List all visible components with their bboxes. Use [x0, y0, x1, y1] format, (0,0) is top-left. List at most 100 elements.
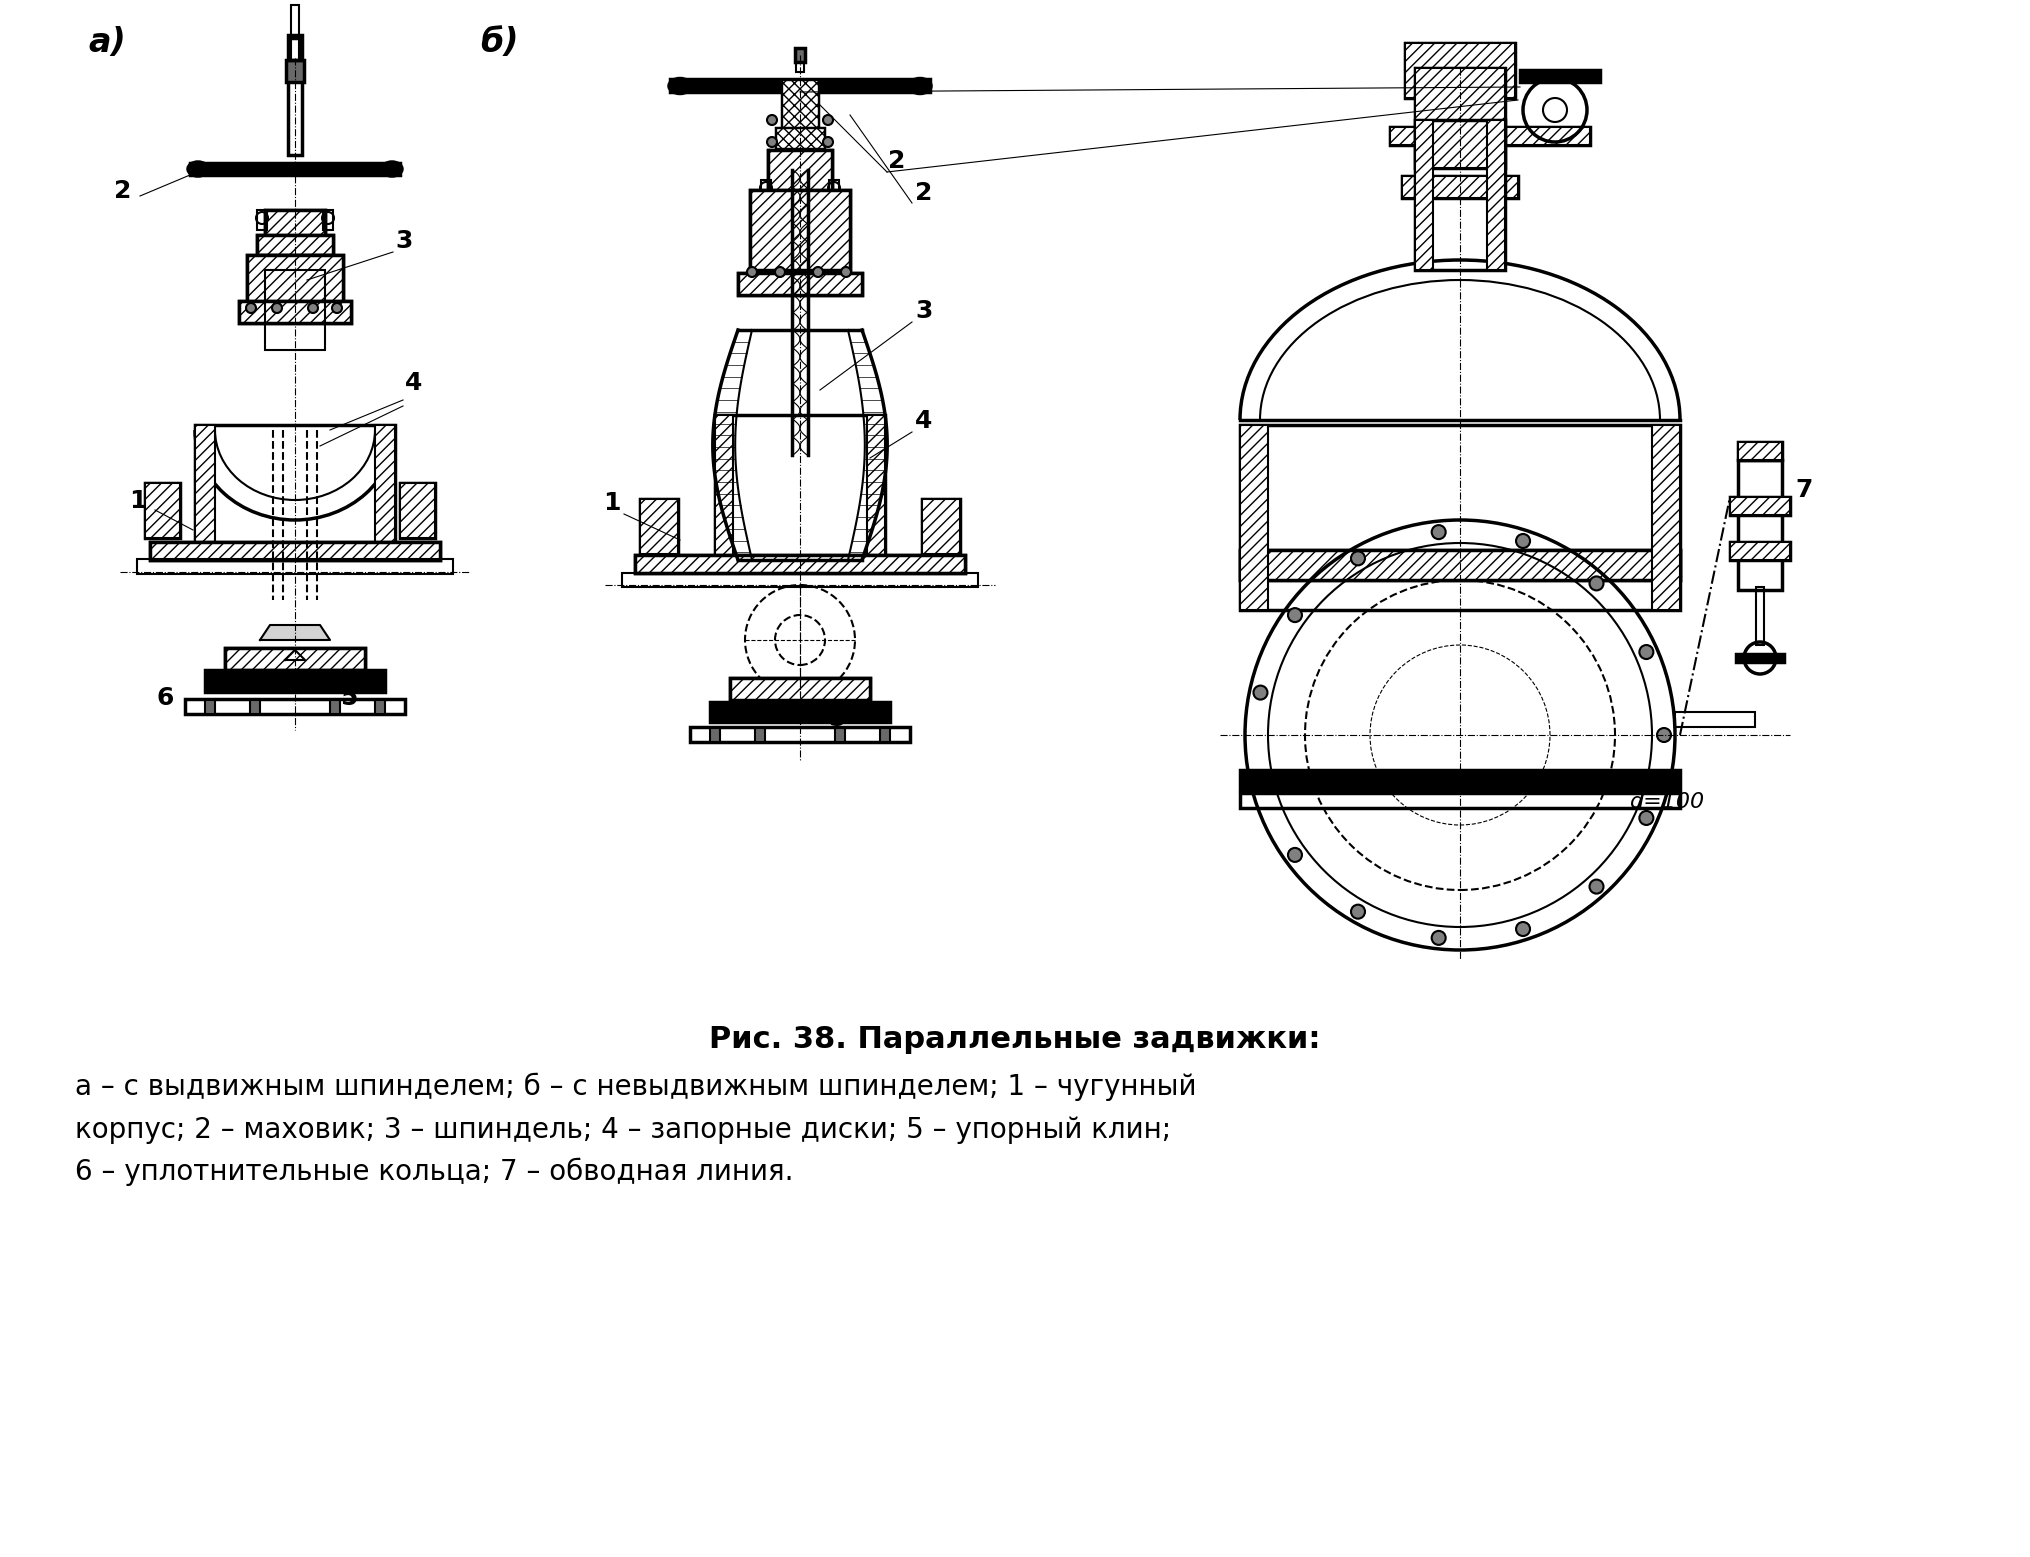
Text: а): а) [87, 26, 126, 59]
Ellipse shape [909, 78, 932, 93]
Ellipse shape [382, 162, 402, 176]
Bar [150, 542, 441, 561]
Bar [185, 699, 406, 715]
Bar [144, 483, 181, 539]
Bar [205, 701, 215, 715]
Circle shape [1352, 905, 1364, 919]
Bar [225, 648, 365, 670]
Bar [715, 416, 885, 561]
Circle shape [840, 266, 851, 277]
Circle shape [822, 115, 832, 125]
Text: 2: 2 [916, 181, 932, 206]
Bar [1756, 587, 1764, 645]
Bar [248, 255, 343, 305]
Bar [1520, 70, 1600, 83]
Polygon shape [260, 624, 331, 640]
Bar [749, 190, 851, 269]
Bar [150, 542, 441, 561]
Bar [796, 48, 806, 62]
Circle shape [767, 115, 777, 125]
Bar [749, 190, 851, 269]
Bar [761, 181, 771, 198]
Bar [1391, 128, 1589, 145]
Bar [715, 416, 733, 561]
Bar [767, 149, 832, 195]
Text: Рис. 38. Параллельные задвижки:: Рис. 38. Параллельные задвижки: [708, 1025, 1322, 1054]
Bar [136, 559, 453, 575]
Bar [731, 677, 871, 701]
Bar [1415, 69, 1504, 168]
Bar [240, 301, 351, 322]
Text: 5: 5 [828, 707, 844, 730]
Text: б): б) [479, 26, 518, 59]
Bar [288, 37, 300, 61]
Circle shape [822, 137, 832, 146]
Bar [331, 701, 339, 715]
Bar [1240, 550, 1681, 581]
Bar [1488, 120, 1504, 269]
Bar [759, 195, 840, 215]
Bar [323, 210, 333, 230]
Bar [639, 498, 678, 554]
Circle shape [1640, 811, 1652, 825]
Circle shape [246, 304, 256, 313]
Circle shape [1431, 931, 1445, 945]
Text: 2: 2 [887, 149, 905, 173]
Circle shape [1640, 645, 1652, 659]
Bar [834, 729, 844, 743]
Bar [400, 483, 434, 539]
Bar [191, 163, 400, 174]
Bar [828, 181, 838, 198]
Bar [266, 269, 325, 350]
Circle shape [1352, 551, 1364, 565]
Text: 6 – уплотнительные кольца; 7 – обводная линия.: 6 – уплотнительные кольца; 7 – обводная … [75, 1157, 794, 1186]
Bar [266, 210, 325, 240]
Text: 5: 5 [339, 687, 357, 710]
Bar [759, 195, 840, 215]
Bar [739, 272, 863, 294]
Bar [258, 235, 333, 255]
Ellipse shape [670, 78, 690, 93]
Bar [286, 61, 304, 83]
Bar [922, 498, 960, 554]
Text: 4: 4 [406, 371, 422, 395]
Bar [731, 677, 871, 701]
Bar [1738, 442, 1782, 459]
Bar [755, 729, 765, 743]
Bar [1405, 44, 1514, 98]
Bar [710, 702, 889, 722]
Circle shape [1589, 576, 1604, 590]
Bar [867, 416, 885, 561]
Bar [1405, 44, 1514, 98]
Circle shape [309, 304, 319, 313]
Bar [205, 670, 386, 691]
Ellipse shape [189, 162, 207, 176]
Bar [1415, 120, 1433, 269]
Bar [775, 128, 824, 148]
Circle shape [1516, 922, 1531, 936]
Text: 1: 1 [603, 490, 621, 515]
Bar [1738, 459, 1782, 590]
Text: 1: 1 [130, 489, 146, 512]
Bar [1730, 497, 1790, 515]
Bar [922, 498, 960, 554]
Text: 4: 4 [916, 409, 932, 433]
Circle shape [1589, 880, 1604, 894]
Bar [240, 301, 351, 322]
Bar [796, 51, 804, 72]
Text: 3: 3 [916, 299, 932, 322]
Text: 7: 7 [1795, 478, 1813, 501]
Circle shape [272, 304, 282, 313]
Bar [767, 149, 832, 195]
Circle shape [333, 304, 341, 313]
Circle shape [775, 266, 786, 277]
Text: 6: 6 [156, 687, 175, 710]
Bar [1736, 654, 1784, 662]
Text: а – с выдвижным шпинделем; б – с невыдвижным шпинделем; 1 – чугунный: а – с выдвижным шпинделем; б – с невыдви… [75, 1073, 1196, 1101]
Circle shape [1253, 685, 1267, 699]
Bar [635, 554, 964, 573]
Bar [879, 729, 889, 743]
Bar [400, 483, 434, 539]
Bar [775, 128, 824, 148]
Text: 3: 3 [396, 229, 412, 252]
